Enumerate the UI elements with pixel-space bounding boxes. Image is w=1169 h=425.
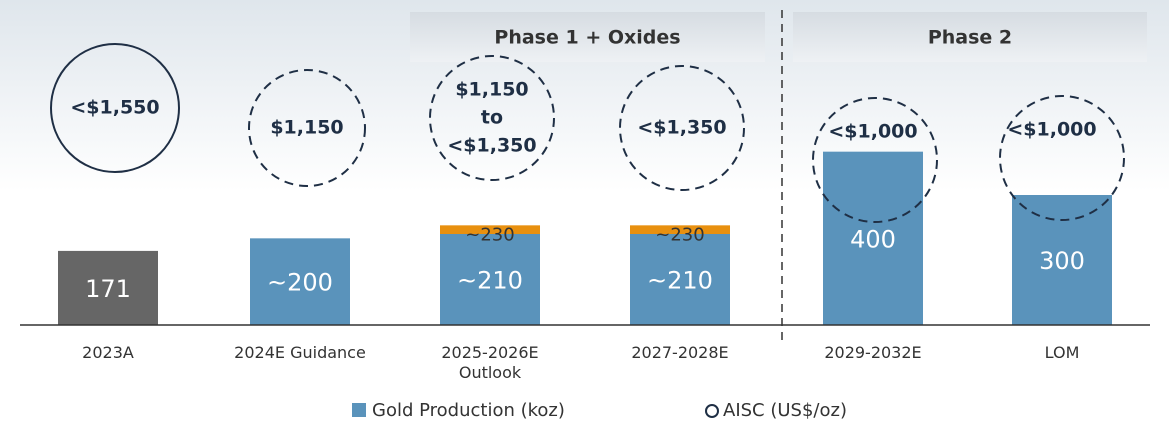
phase-panel	[410, 12, 765, 62]
x-tick-label: 2024E Guidance	[234, 343, 366, 362]
legend-label: Gold Production (koz)	[372, 400, 565, 421]
aisc-circle	[429, 55, 555, 181]
legend-swatch	[352, 403, 366, 417]
aisc-label: to	[481, 107, 503, 129]
x-tick-label: 2029-2032E	[824, 343, 922, 362]
bar	[630, 225, 730, 234]
bar	[630, 234, 730, 325]
bar	[440, 234, 540, 325]
phase-panel	[793, 12, 1147, 62]
aisc-circle	[619, 65, 745, 191]
aisc-label: <$1,350	[637, 117, 726, 139]
bar	[440, 225, 540, 234]
x-tick-label: 2023A	[82, 343, 134, 362]
x-tick-label: LOM	[1044, 343, 1080, 362]
aisc-circle	[812, 97, 938, 223]
phase-label: Phase 2	[928, 27, 1012, 49]
aisc-label: $1,150	[270, 117, 343, 139]
legend-swatch	[705, 404, 719, 418]
x-tick-label: 2025-2026E Outlook	[441, 343, 539, 382]
value-label: ~210	[457, 267, 523, 295]
value-label: 300	[1039, 247, 1085, 275]
aisc-circle	[248, 69, 366, 187]
value-label: ~200	[267, 269, 333, 297]
bar	[1012, 195, 1112, 325]
bar	[250, 238, 350, 325]
bar	[58, 250, 158, 325]
aisc-label: $1,150	[455, 79, 528, 101]
value-label: 171	[85, 275, 131, 303]
aisc-label: <$1,000	[1007, 119, 1096, 141]
aisc-label: <$1,000	[828, 121, 917, 143]
total-label: ~230	[465, 224, 514, 245]
aisc-label: <$1,350	[447, 135, 536, 157]
aisc-circle	[50, 43, 180, 173]
aisc-label: <$1,550	[70, 97, 159, 119]
aisc-circle	[999, 95, 1125, 221]
phase-label: Phase 1 + Oxides	[494, 27, 680, 49]
legend-label: AISC (US$/oz)	[723, 400, 847, 421]
value-label: 400	[850, 225, 896, 253]
value-label: ~210	[647, 267, 713, 295]
x-tick-label: 2027-2028E	[631, 343, 729, 362]
bar	[823, 151, 923, 325]
total-label: ~230	[655, 224, 704, 245]
